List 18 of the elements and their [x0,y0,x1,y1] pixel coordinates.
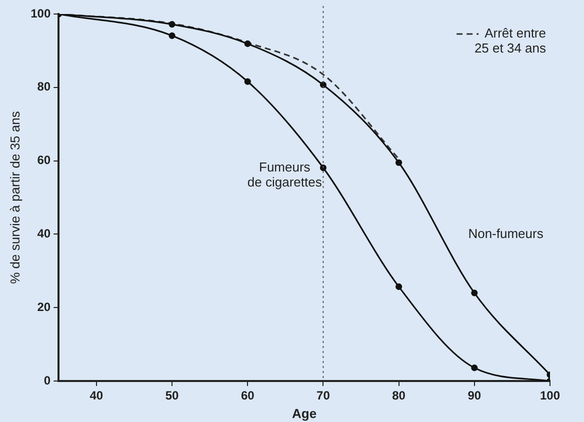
x-tick-label: 80 [392,388,406,403]
y-axis-title: % de survie à partir de 35 ans [7,110,22,284]
y-tick-label: 20 [37,300,51,314]
legend-label: Arrêt entre 25 et 34 ans [474,26,546,56]
x-tick-label: 70 [316,388,330,403]
y-tick-label: 80 [37,80,51,94]
x-tick-label: 40 [90,388,104,403]
y-tick-label: 60 [37,153,51,168]
annotation: Non-fumeurs [468,226,544,241]
y-tick-label: 0 [44,373,51,388]
x-tick-label: 50 [165,388,180,403]
x-tick-label: 100 [540,388,560,403]
y-tick-label: 40 [37,226,51,241]
x-tick-label: 90 [468,388,482,403]
x-tick-label: 60 [240,388,255,403]
x-axis-title: Age [292,406,317,421]
annotation: Fumeurs de cigarettes [247,160,322,190]
y-tick-label: 100 [30,6,51,20]
